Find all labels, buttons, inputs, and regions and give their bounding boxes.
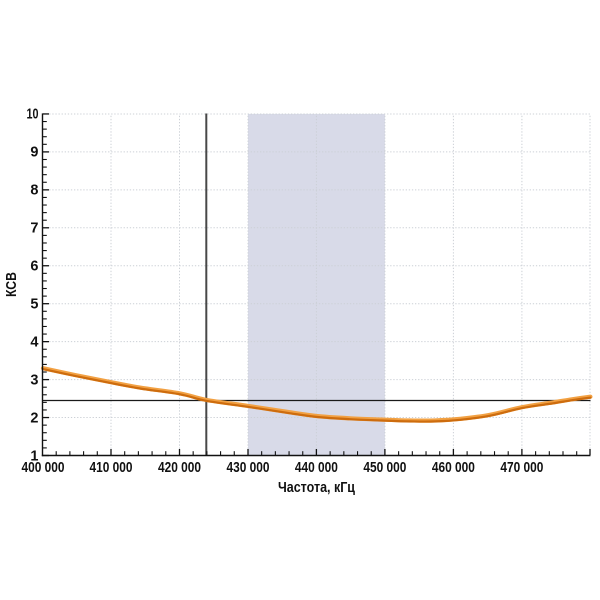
svg-text:430 000: 430 000 bbox=[227, 460, 270, 476]
svg-text:470 000: 470 000 bbox=[500, 460, 543, 476]
svg-text:460 000: 460 000 bbox=[432, 460, 475, 476]
svg-text:5: 5 bbox=[30, 297, 38, 313]
svg-text:6: 6 bbox=[30, 259, 38, 275]
svg-text:4: 4 bbox=[30, 334, 38, 350]
svg-text:2: 2 bbox=[30, 410, 38, 426]
svg-text:8: 8 bbox=[30, 183, 38, 199]
svg-text:10: 10 bbox=[27, 107, 39, 123]
svg-text:450 000: 450 000 bbox=[363, 460, 406, 476]
svg-text:9: 9 bbox=[30, 145, 38, 161]
svg-text:Частота, кГц: Частота, кГц bbox=[278, 480, 355, 496]
svg-text:1: 1 bbox=[30, 448, 38, 464]
svg-text:КСВ: КСВ bbox=[4, 272, 20, 297]
svg-text:7: 7 bbox=[30, 221, 38, 237]
svg-text:420 000: 420 000 bbox=[158, 460, 201, 476]
svg-text:400 000: 400 000 bbox=[22, 460, 65, 476]
svg-text:410 000: 410 000 bbox=[90, 460, 133, 476]
svg-text:3: 3 bbox=[30, 372, 38, 388]
svg-text:440 000: 440 000 bbox=[295, 460, 338, 476]
